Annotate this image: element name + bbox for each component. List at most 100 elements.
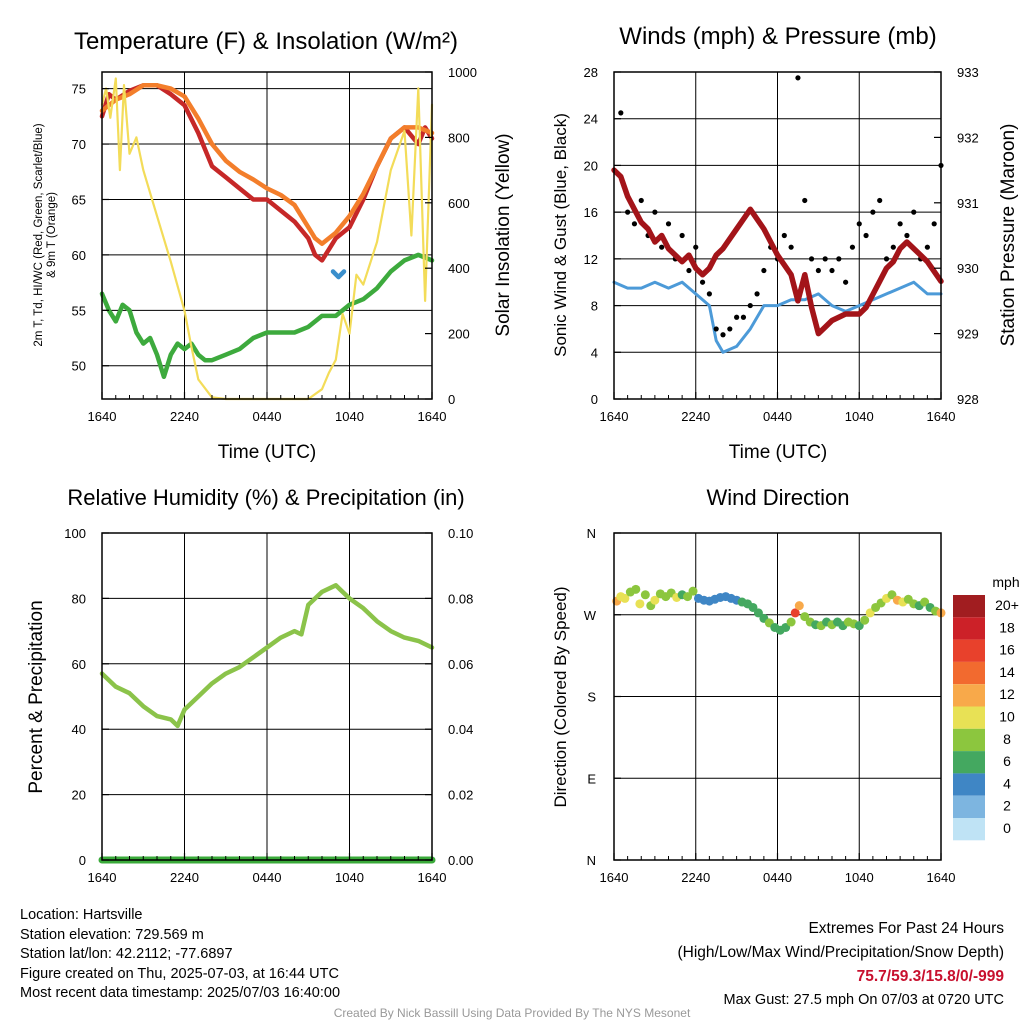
gust-point <box>849 244 856 250</box>
humidity-ytick-label: 80 <box>72 591 86 606</box>
colorbar-swatch <box>953 595 985 618</box>
temperature-hi-wc-series <box>330 269 347 280</box>
gust-point <box>911 209 917 215</box>
direction-point <box>790 608 800 618</box>
gust-point <box>652 209 658 215</box>
temperature-xtick-label: 1040 <box>335 409 364 424</box>
temperature-ytick-label: 60 <box>72 248 86 263</box>
temperature-xlabel: Time (UTC) <box>218 442 317 463</box>
winds-ytick-label: 16 <box>584 205 598 220</box>
direction-ytick-label: S <box>587 690 596 705</box>
colorbar-label: 6 <box>1003 753 1011 769</box>
direction-point <box>786 617 796 627</box>
temperature-xtick-label: 1640 <box>418 409 447 424</box>
winds-ylabel: Sonic Wind & Gust (Blue, Black) <box>551 113 570 357</box>
colorbar-title: mph <box>992 574 1019 590</box>
winds-title: Winds (mph) & Pressure (mb) <box>619 23 936 50</box>
direction-point <box>683 592 693 602</box>
temperature-y2tick-label: 0 <box>448 392 455 407</box>
colorbar-swatch <box>953 661 985 685</box>
winds-ytick-label: 4 <box>591 345 598 360</box>
humidity-y2tick-label: 0.04 <box>448 722 473 737</box>
gust-point <box>740 314 747 320</box>
gust-point <box>795 75 801 81</box>
colorbar-swatch <box>953 639 985 662</box>
humidity-ylabel: Percent & Precipitation <box>26 600 47 793</box>
colorbar-swatch <box>953 617 985 640</box>
temperature-ytick-label: 50 <box>72 359 86 374</box>
humidity-y2tick-label: 0.08 <box>448 591 473 606</box>
colorbar-label: 2 <box>1003 798 1011 814</box>
gust-point <box>904 232 910 239</box>
gust-point <box>693 244 699 250</box>
humidity-xtick-label: 2240 <box>170 870 199 885</box>
direction-xtick-label: 1040 <box>845 870 874 885</box>
winds-ytick-label: 12 <box>584 252 598 267</box>
credit-line: Created By Nick Bassill Using Data Provi… <box>333 1006 691 1020</box>
colorbar-label: 12 <box>999 686 1015 702</box>
gust-point <box>665 221 672 227</box>
winds-xtick-label: 1640 <box>600 409 629 424</box>
direction-ylabel: Direction (Colored By Speed) <box>551 586 570 807</box>
direction-point <box>635 599 645 609</box>
temperature-ytick-label: 65 <box>72 192 86 207</box>
gust-point <box>618 110 624 116</box>
gust-point <box>870 209 876 215</box>
gust-point <box>720 332 726 338</box>
gust-point <box>788 244 794 250</box>
pressure-ylabel: Station Pressure (Maroon) <box>998 124 1019 347</box>
temperature-xtick-label: 0440 <box>253 409 282 424</box>
colorbar-label: 16 <box>999 642 1015 658</box>
humidity-xtick-label: 1040 <box>335 870 364 885</box>
humidity-ytick-label: 100 <box>64 526 86 541</box>
gust-point <box>625 209 631 215</box>
direction-point <box>688 586 698 596</box>
direction-ytick-label: N <box>587 526 596 541</box>
direction-xtick-label: 0440 <box>763 870 792 885</box>
temperature-xtick-label: 1640 <box>88 409 117 424</box>
gust-point <box>699 279 706 285</box>
temperature-ytick-label: 55 <box>72 303 86 318</box>
direction-point <box>748 602 758 612</box>
gust-point <box>727 326 733 332</box>
direction-point <box>650 595 660 605</box>
winds-xtick-label: 1040 <box>845 409 874 424</box>
temperature-y2tick-label: 800 <box>448 130 470 145</box>
humidity-relative-humidity-series <box>99 583 435 729</box>
direction-point <box>753 608 763 618</box>
winds-ytick-label: 0 <box>591 392 598 407</box>
direction-ytick-label: N <box>587 853 596 868</box>
temperature-ytick-label: 70 <box>72 137 86 152</box>
temperature-title: Temperature (F) & Insolation (W/m²) <box>74 28 458 55</box>
direction-point <box>860 615 870 625</box>
temperature-xtick-label: 2240 <box>170 409 199 424</box>
humidity-ytick-label: 40 <box>72 722 86 737</box>
direction-point <box>854 621 864 631</box>
winds-xlabel: Time (UTC) <box>729 442 828 463</box>
direction-xtick-label: 1640 <box>927 870 956 885</box>
humidity-xtick-label: 1640 <box>88 870 117 885</box>
humidity-ytick-label: 0 <box>79 853 86 868</box>
humidity-y2tick-label: 0.10 <box>448 526 473 541</box>
temperature-ylabel-line1: 2m T, Td, HI/WC (Red, Green, Scarlet/Blu… <box>33 123 45 346</box>
direction-ytick-label: E <box>587 771 596 786</box>
winds-station-pressure-series <box>611 167 944 337</box>
gust-point <box>897 221 903 227</box>
colorbar-label: 10 <box>999 709 1015 725</box>
gust-point <box>679 232 685 239</box>
figure-created: Figure created on Thu, 2025-07-03, at 16… <box>20 965 339 982</box>
direction-point <box>887 590 897 600</box>
winds-sonic-wind-series <box>612 280 943 354</box>
gust-point <box>706 291 712 297</box>
humidity-y2tick-label: 0.02 <box>448 788 473 803</box>
gust-point <box>781 232 787 239</box>
temperature-9m-t-series <box>99 83 435 247</box>
winds-y2tick-label: 929 <box>957 327 979 342</box>
gust-point <box>931 221 937 227</box>
gust-point <box>754 291 760 297</box>
gust-point <box>802 197 808 204</box>
colorbar-label: 8 <box>1003 731 1011 747</box>
gust-point <box>883 256 890 262</box>
colorbar-label: 20+ <box>995 597 1019 613</box>
